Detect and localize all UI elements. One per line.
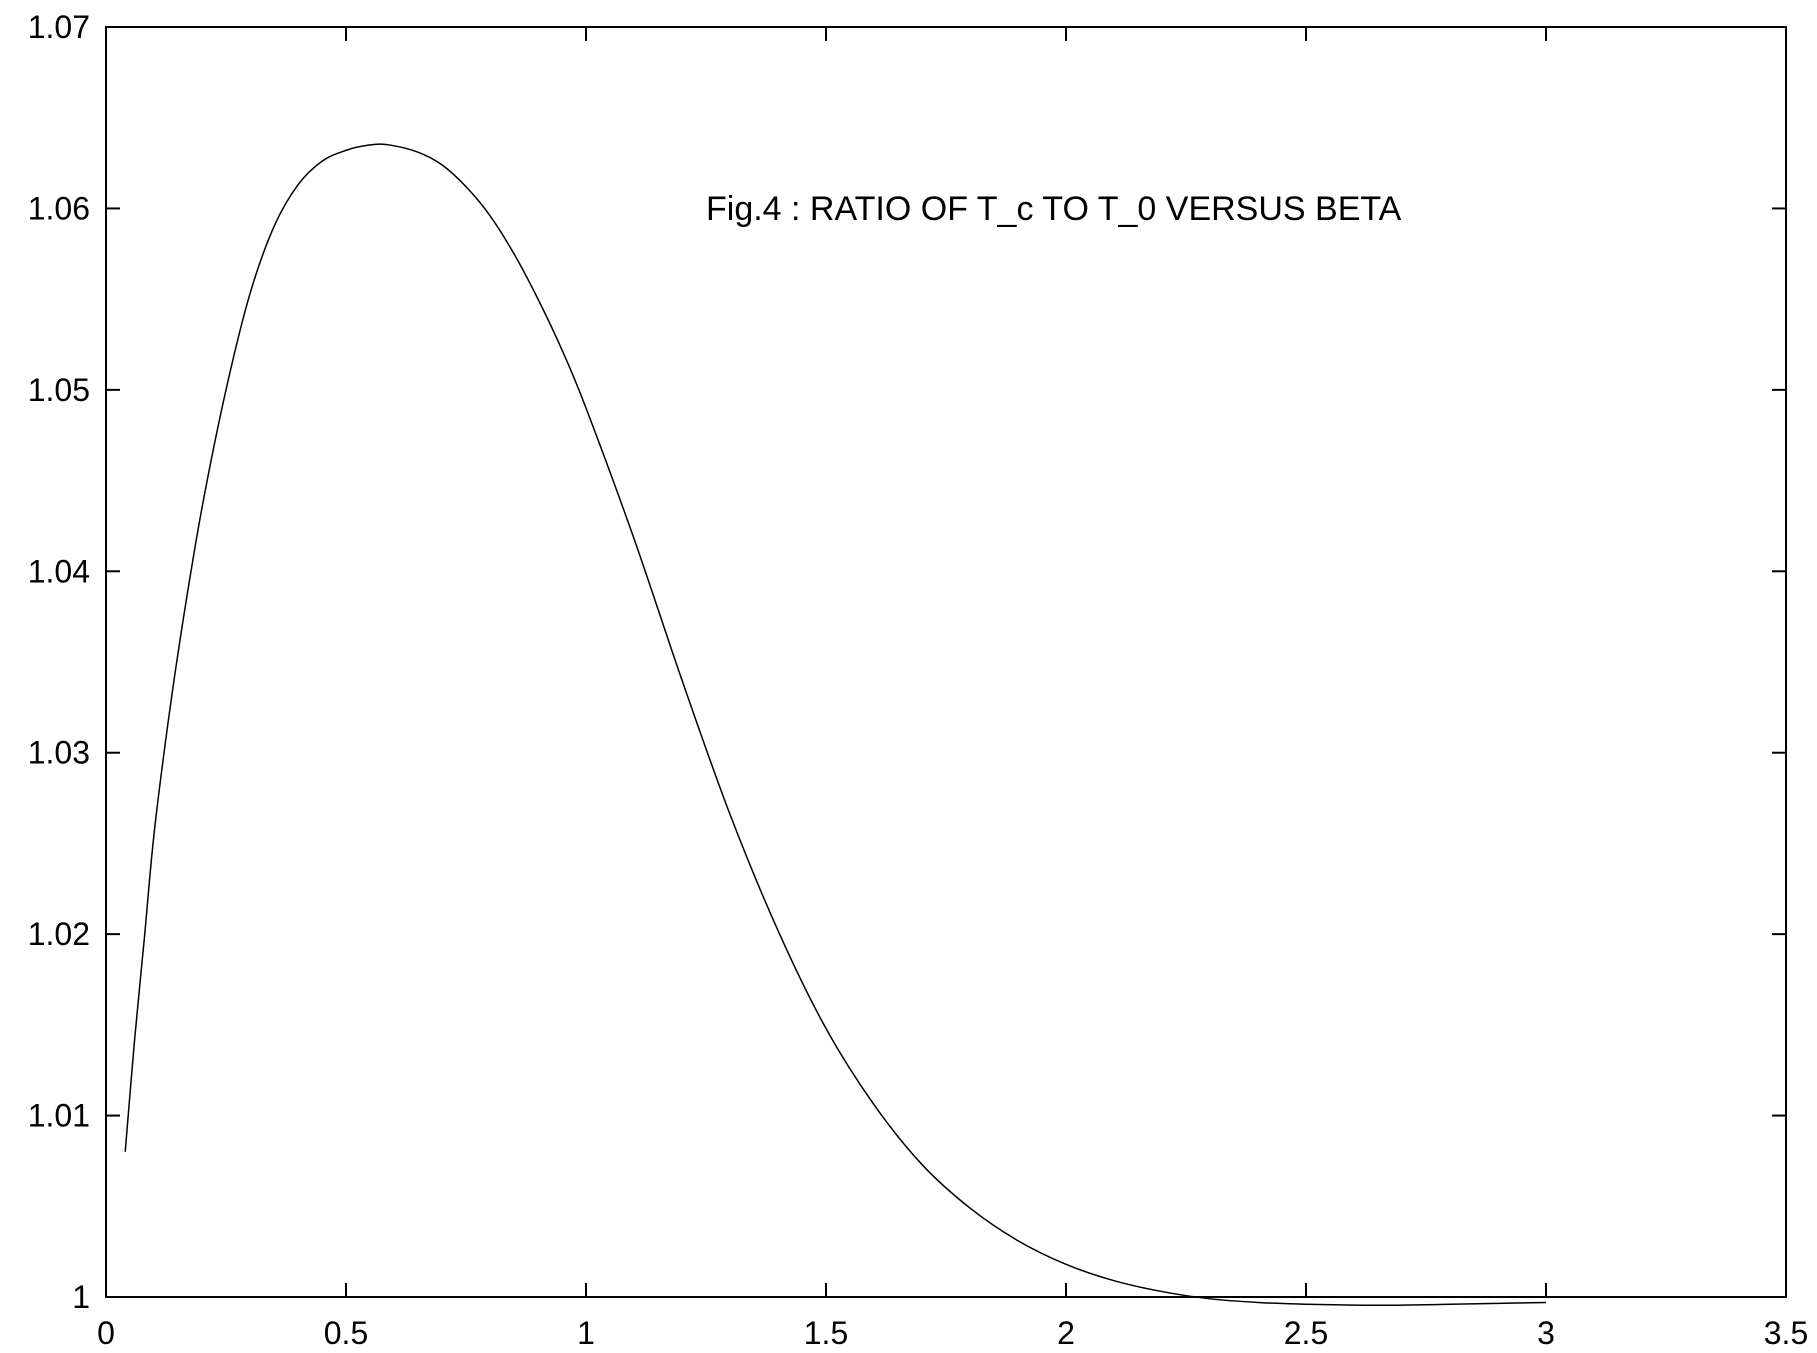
x-tick-label: 3.5	[1764, 1315, 1808, 1351]
x-tick-label: 1.5	[804, 1315, 848, 1351]
x-tick-label: 0	[97, 1315, 115, 1351]
y-tick-label: 1.02	[28, 916, 90, 952]
y-tick-label: 1.04	[28, 553, 90, 589]
x-tick-label: 0.5	[324, 1315, 368, 1351]
x-tick-label: 1	[577, 1315, 595, 1351]
y-tick-label: 1.01	[28, 1098, 90, 1134]
x-tick-label: 2.5	[1284, 1315, 1328, 1351]
y-tick-label: 1.07	[28, 9, 90, 45]
series-line	[124, 143, 1547, 1307]
ticks	[105, 26, 1787, 1298]
y-tick-label: 1	[72, 1279, 90, 1315]
y-tick-label: 1.06	[28, 190, 90, 226]
tick-labels: 0 0.5 1 1.5 2 2.5 3 3.5 1 1.01 1.02 1.03 1.04 1.05 1.0…	[28, 9, 1809, 1351]
x-tick-label: 2	[1057, 1315, 1075, 1351]
plot-frame	[105, 26, 1787, 1298]
x-tick-label: 3	[1537, 1315, 1555, 1351]
chart-title: Fig.4 : RATIO OF T_c TO T_0 VERSUS BETA	[706, 190, 1402, 228]
y-tick-label: 1.05	[28, 372, 90, 408]
y-tick-label: 1.03	[28, 735, 90, 771]
